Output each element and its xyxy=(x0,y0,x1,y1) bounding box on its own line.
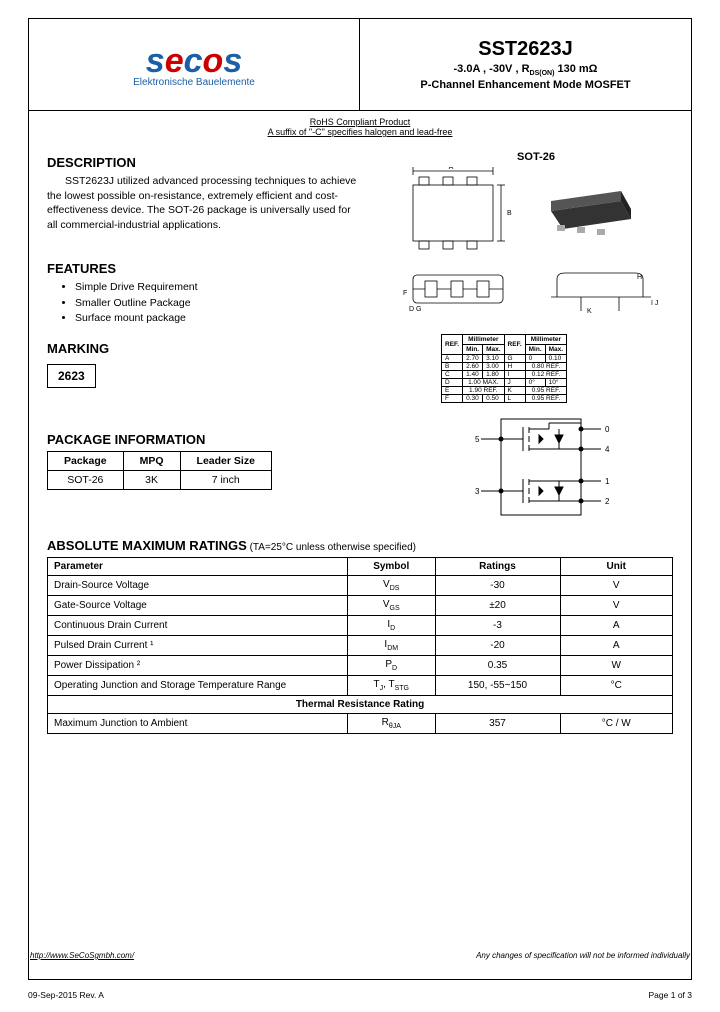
thermal-rating: 357 xyxy=(435,714,560,734)
page-border: s e c o s Elektronische Bauelemente SST2… xyxy=(28,18,692,980)
svg-text:1: 1 xyxy=(605,477,610,486)
dim-row: F0.300.50L0.95 REF. xyxy=(442,395,567,403)
logo-subtitle: Elektronische Bauelemente xyxy=(133,77,255,88)
svg-text:H: H xyxy=(637,274,642,281)
ratings-row: Operating Junction and Storage Temperatu… xyxy=(48,676,673,696)
description-text: SST2623J utilized advanced processing te… xyxy=(47,174,357,233)
svg-text:A: A xyxy=(449,167,454,171)
package-drawing: A B xyxy=(401,167,671,327)
rohs-line2: A suffix of "-C" specifies halogen and l… xyxy=(268,127,453,137)
ratings-row: Power Dissipation ²PD0.35W xyxy=(48,656,673,676)
pkg-cell-0: SOT-26 xyxy=(48,471,124,490)
logo-letter-s: s xyxy=(146,42,165,81)
svg-text:5: 5 xyxy=(475,435,480,444)
logo: s e c o s xyxy=(146,42,242,81)
logo-letter-e: e xyxy=(165,42,184,81)
ratings-col-unit: Unit xyxy=(560,558,673,576)
ratings-col-rating: Ratings xyxy=(435,558,560,576)
part-spec-line: -3.0A , -30V , RDS(ON) 130 mΩ xyxy=(454,63,598,77)
ratings-col-param: Parameter xyxy=(48,558,348,576)
footer-page: Page 1 of 3 xyxy=(649,990,692,1000)
dimension-table: REF. Millimeter REF. Millimeter Min.Max.… xyxy=(441,334,567,403)
header: s e c o s Elektronische Bauelemente SST2… xyxy=(29,19,691,111)
ratings-row: Drain-Source VoltageVDS-30V xyxy=(48,576,673,596)
thermal-param: Maximum Junction to Ambient xyxy=(48,714,348,734)
pkg-col-1: MPQ xyxy=(123,452,180,471)
svg-text:K: K xyxy=(587,308,592,315)
rohs-line1: RoHS Compliant Product xyxy=(310,117,411,127)
ratings-title-text: ABSOLUTE MAXIMUM RATINGS xyxy=(47,538,247,553)
footer-rev: 09-Sep-2015 Rev. A xyxy=(28,990,104,1000)
svg-text:3: 3 xyxy=(475,487,480,496)
logo-letter-o: o xyxy=(203,42,224,81)
marking-value: 2623 xyxy=(47,364,96,388)
right-figures: SOT-26 A B xyxy=(401,151,671,528)
ratings-row: Continuous Drain CurrentID-3A xyxy=(48,616,673,636)
dim-row: C1.401.80I0.12 REF. xyxy=(442,371,567,379)
dim-row: A2.703.10G00.10 xyxy=(442,355,567,363)
ratings-table: Parameter Symbol Ratings Unit Drain-Sour… xyxy=(47,557,673,734)
part-desc-line: P-Channel Enhancement Mode MOSFET xyxy=(420,79,630,91)
thermal-symbol: RθJA xyxy=(348,714,436,734)
thermal-header: Thermal Resistance Rating xyxy=(48,696,673,714)
dim-row: B2.603.00H0.80 REF. xyxy=(442,363,567,371)
pkg-cell-1: 3K xyxy=(123,471,180,490)
svg-text:2: 2 xyxy=(605,497,610,506)
footer-note: Any changes of specification will not be… xyxy=(476,951,690,960)
ratings-title: ABSOLUTE MAXIMUM RATINGS (TA=25°C unless… xyxy=(47,538,673,553)
circuit-schematic: 5 0 4 3 1 2 xyxy=(471,415,621,525)
rohs-notice: RoHS Compliant Product A suffix of "-C" … xyxy=(29,117,691,137)
footer-url: http://www.SeCoSgmbh.com/ xyxy=(30,951,134,960)
ratings-row: Pulsed Drain Current ¹IDM-20A xyxy=(48,636,673,656)
logo-letter-c: c xyxy=(184,42,203,81)
thermal-unit: °C / W xyxy=(560,714,673,734)
content-area: SOT-26 A B xyxy=(29,139,691,734)
logo-letter-s2: s xyxy=(223,42,242,81)
ratings-condition: (TA=25°C unless otherwise specified) xyxy=(247,542,416,553)
pkg-cell-2: 7 inch xyxy=(180,471,271,490)
pkg-col-2: Leader Size xyxy=(180,452,271,471)
svg-text:D G: D G xyxy=(409,306,421,313)
svg-text:4: 4 xyxy=(605,445,610,454)
package-label: SOT-26 xyxy=(401,151,671,163)
pkg-col-0: Package xyxy=(48,452,124,471)
part-number: SST2623J xyxy=(478,38,573,61)
dim-row: E1.90 REF.K0.95 REF. xyxy=(442,387,567,395)
header-title-cell: SST2623J -3.0A , -30V , RDS(ON) 130 mΩ P… xyxy=(360,19,691,110)
ratings-row: Gate-Source VoltageVGS±20V xyxy=(48,596,673,616)
svg-text:F: F xyxy=(403,290,407,297)
dim-row: D1.00 MAX.J0°10° xyxy=(442,379,567,387)
footer: 09-Sep-2015 Rev. A Page 1 of 3 xyxy=(28,990,692,1000)
header-logo-cell: s e c o s Elektronische Bauelemente xyxy=(29,19,360,110)
svg-text:I J: I J xyxy=(651,300,658,307)
package-info-table: Package MPQ Leader Size SOT-26 3K 7 inch xyxy=(47,451,272,490)
ratings-col-symbol: Symbol xyxy=(348,558,436,576)
svg-text:B: B xyxy=(507,210,512,217)
svg-text:0: 0 xyxy=(605,425,610,434)
